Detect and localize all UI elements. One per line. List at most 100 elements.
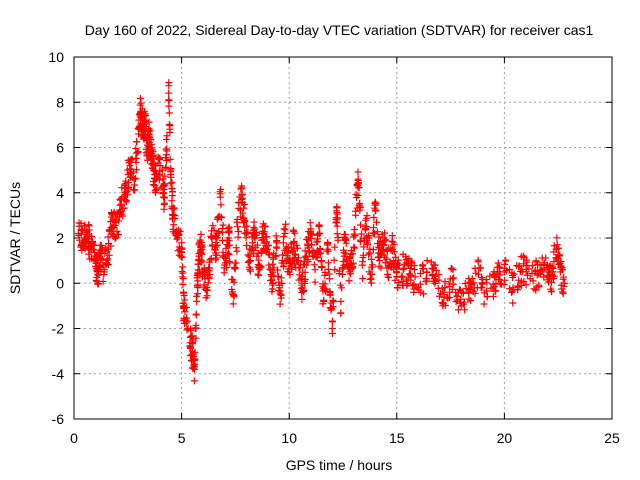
- data-point-fill: [161, 172, 169, 180]
- data-point-fill: [393, 265, 401, 273]
- data-point-fill: [240, 214, 248, 222]
- data-point-fill: [84, 230, 92, 238]
- data-point-fill: [194, 270, 202, 278]
- data-point-fill: [220, 253, 228, 261]
- data-point-fill: [212, 238, 220, 246]
- data-point-fill: [261, 245, 269, 253]
- data-point-fill: [204, 279, 212, 287]
- y-tick-label: 4: [56, 185, 64, 201]
- data-point-fill: [233, 218, 241, 226]
- data-point-fill: [389, 238, 397, 246]
- data-points: [74, 79, 569, 385]
- data-point-fill: [101, 245, 109, 253]
- data-point-fill: [238, 184, 246, 192]
- data-point-fill: [333, 230, 341, 238]
- data-point-fill: [277, 294, 285, 302]
- data-point-fill: [324, 265, 332, 273]
- data-point-fill: [247, 246, 255, 254]
- data-point-fill: [310, 261, 318, 269]
- data-point-fill: [553, 234, 561, 242]
- data-point-fill: [313, 238, 321, 246]
- data-point-fill: [170, 204, 178, 212]
- data-point-fill: [367, 255, 375, 263]
- data-point-fill: [356, 206, 364, 214]
- data-point-fill: [394, 284, 402, 292]
- data-point-fill: [560, 273, 568, 281]
- data-point-fill: [167, 173, 175, 181]
- data-point-fill: [239, 209, 247, 217]
- gridlines: [74, 57, 612, 419]
- data-point-fill: [446, 294, 454, 302]
- data-point-fill: [96, 254, 104, 262]
- data-point-fill: [127, 170, 135, 178]
- data-point-fill: [111, 235, 119, 243]
- data-point-fill: [401, 260, 409, 268]
- data-point-fill: [313, 254, 321, 262]
- data-point-fill: [178, 273, 186, 281]
- data-point-fill: [431, 279, 439, 287]
- data-point-fill: [298, 295, 306, 303]
- data-point-fill: [122, 198, 130, 206]
- data-point-fill: [509, 271, 517, 279]
- data-point-fill: [368, 263, 376, 271]
- data-point-fill: [417, 270, 425, 278]
- data-point-fill: [417, 288, 425, 296]
- data-point-fill: [381, 229, 389, 237]
- data-point-fill: [331, 243, 339, 251]
- data-point-fill: [506, 285, 514, 293]
- data-point-fill: [198, 257, 206, 265]
- data-point-fill: [397, 273, 405, 281]
- data-point-fill: [385, 274, 393, 282]
- data-point-fill: [351, 244, 359, 252]
- y-axis-label: SDTVAR / TECUs: [7, 182, 23, 294]
- data-point-fill: [217, 201, 225, 209]
- data-point-fill: [251, 232, 259, 240]
- data-point-fill: [522, 265, 530, 273]
- data-point-fill: [192, 310, 200, 318]
- data-point-fill: [423, 257, 431, 265]
- data-point-fill: [165, 109, 173, 117]
- data-point-fill: [359, 258, 367, 266]
- data-point-fill: [219, 221, 227, 229]
- data-point-fill: [345, 277, 353, 285]
- data-point-fill: [428, 264, 436, 272]
- data-point-fill: [434, 284, 442, 292]
- data-point-fill: [150, 151, 158, 159]
- data-point-fill: [321, 280, 329, 288]
- data-point-fill: [351, 207, 359, 215]
- data-point-fill: [194, 290, 202, 298]
- data-point-fill: [321, 286, 329, 294]
- data-point-fill: [254, 270, 262, 278]
- data-point-fill: [370, 213, 378, 221]
- data-point-fill: [375, 233, 383, 241]
- data-point-fill: [146, 127, 154, 135]
- data-point-fill: [160, 182, 168, 190]
- data-point-fill: [223, 264, 231, 272]
- data-point-fill: [213, 215, 221, 223]
- data-point-fill: [547, 285, 555, 293]
- data-point-fill: [394, 256, 402, 264]
- data-point-fill: [494, 259, 502, 267]
- data-point-fill: [555, 244, 563, 252]
- data-point-fill: [217, 214, 225, 222]
- data-point-fill: [167, 165, 175, 173]
- data-point-fill: [365, 251, 373, 259]
- data-point-fill: [559, 289, 567, 297]
- data-point-fill: [85, 250, 93, 258]
- data-point-fill: [198, 245, 206, 253]
- data-point-fill: [362, 216, 370, 224]
- data-point-fill: [180, 317, 188, 325]
- data-point-fill: [165, 82, 173, 90]
- y-tick-label: 0: [56, 275, 64, 291]
- data-point-fill: [290, 256, 298, 264]
- data-point-fill: [295, 276, 303, 284]
- data-point-fill: [500, 280, 508, 288]
- data-point-fill: [553, 241, 561, 249]
- data-point-fill: [184, 317, 192, 325]
- data-point-fill: [243, 222, 251, 230]
- data-point-fill: [509, 299, 517, 307]
- data-point-fill: [452, 298, 460, 306]
- data-point-fill: [226, 258, 234, 266]
- data-point-fill: [179, 288, 187, 296]
- data-point-fill: [328, 330, 336, 338]
